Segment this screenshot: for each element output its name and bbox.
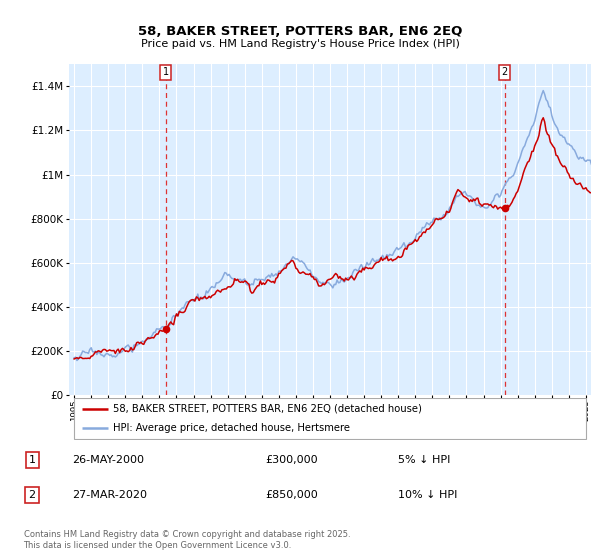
FancyBboxPatch shape — [74, 399, 586, 439]
Text: £850,000: £850,000 — [265, 489, 318, 500]
Text: 1: 1 — [29, 455, 35, 465]
Text: 10% ↓ HPI: 10% ↓ HPI — [398, 489, 457, 500]
Text: HPI: Average price, detached house, Hertsmere: HPI: Average price, detached house, Hert… — [113, 423, 350, 433]
Text: Contains HM Land Registry data © Crown copyright and database right 2025.
This d: Contains HM Land Registry data © Crown c… — [23, 530, 350, 550]
Text: 27-MAR-2020: 27-MAR-2020 — [73, 489, 148, 500]
Text: 58, BAKER STREET, POTTERS BAR, EN6 2EQ (detached house): 58, BAKER STREET, POTTERS BAR, EN6 2EQ (… — [113, 404, 422, 414]
Text: 2: 2 — [29, 489, 36, 500]
Text: Price paid vs. HM Land Registry's House Price Index (HPI): Price paid vs. HM Land Registry's House … — [140, 39, 460, 49]
Text: 1: 1 — [163, 67, 169, 77]
Text: 2: 2 — [502, 67, 508, 77]
Text: 58, BAKER STREET, POTTERS BAR, EN6 2EQ: 58, BAKER STREET, POTTERS BAR, EN6 2EQ — [138, 25, 462, 38]
Text: 5% ↓ HPI: 5% ↓ HPI — [398, 455, 450, 465]
Text: £300,000: £300,000 — [265, 455, 318, 465]
Text: 26-MAY-2000: 26-MAY-2000 — [73, 455, 145, 465]
